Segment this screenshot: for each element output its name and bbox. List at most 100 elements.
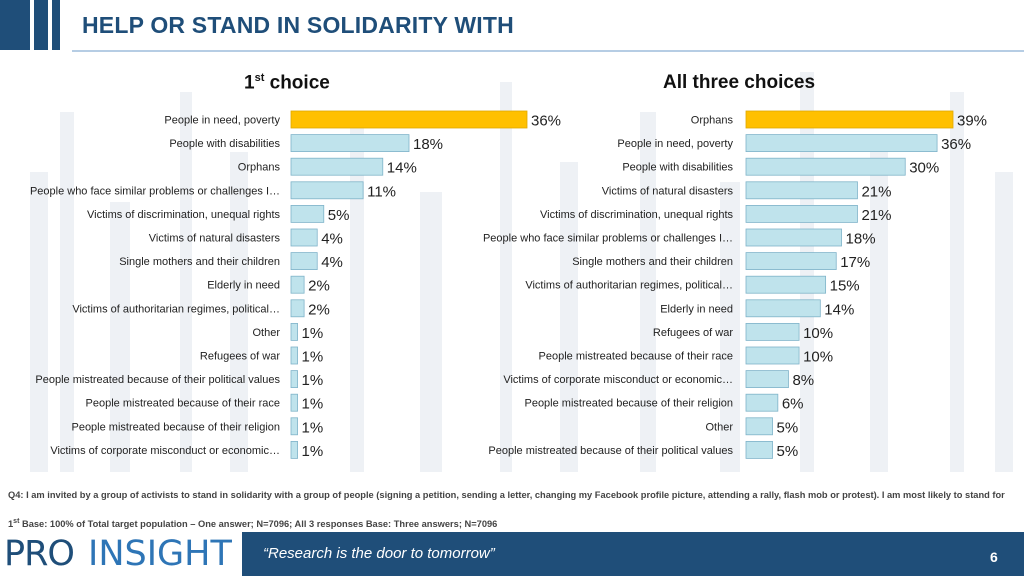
- category-label: Victims of authoritarian regimes, politi…: [525, 280, 733, 292]
- bar: [290, 181, 364, 200]
- category-label: People with disabilities: [622, 162, 733, 174]
- category-label: People in need, poverty: [617, 138, 733, 150]
- category-label: Refugees of war: [200, 351, 280, 363]
- bar: [745, 440, 773, 459]
- value-label: 1%: [302, 396, 324, 413]
- bar: [290, 110, 528, 129]
- value-label: 6%: [782, 396, 804, 413]
- page-title: HELP OR STAND IN SOLIDARITY WITH: [82, 12, 514, 38]
- value-label: 5%: [777, 443, 799, 460]
- value-label: 36%: [531, 113, 561, 130]
- bar: [290, 252, 318, 271]
- bar: [745, 228, 842, 247]
- value-label: 4%: [321, 254, 343, 271]
- background-skyline-decoration: [30, 72, 1013, 472]
- category-label: Victims of discrimination, unequal right…: [87, 209, 280, 221]
- value-label: 17%: [840, 254, 870, 271]
- first-choice-chart: People in need, poverty 36% People with di…: [30, 110, 561, 460]
- value-label: 1%: [302, 349, 324, 366]
- header-block: [0, 0, 30, 50]
- bar: [745, 346, 800, 365]
- value-label: 18%: [846, 231, 876, 248]
- page-number: 6: [990, 549, 998, 565]
- category-label: People with disabilities: [169, 138, 280, 150]
- category-label: People mistreated because of their polit…: [35, 374, 280, 386]
- bar: [745, 299, 821, 318]
- value-label: 4%: [321, 231, 343, 248]
- value-label: 14%: [824, 301, 854, 318]
- value-label: 18%: [413, 136, 443, 153]
- value-label: 1%: [302, 372, 324, 389]
- bar: [745, 275, 827, 294]
- bar: [290, 134, 410, 152]
- proinsight-logo: PRO INSIGHT: [0, 532, 242, 576]
- category-label: Victims of corporate misconduct or econo…: [503, 374, 733, 386]
- all-choices-chart: Orphans 39% People in need, poverty 36% Peop…: [483, 110, 987, 460]
- base-note: 1st Base: 100% of Total target populatio…: [8, 518, 498, 530]
- value-label: 10%: [803, 325, 833, 342]
- bar: [290, 157, 384, 176]
- value-label: 1%: [302, 443, 324, 460]
- bar: [290, 417, 298, 436]
- bar: [745, 134, 938, 152]
- value-label: 10%: [803, 349, 833, 366]
- bar: [745, 110, 954, 129]
- category-label: Single mothers and their children: [572, 256, 733, 268]
- category-label: People who face similar problems or chal…: [30, 185, 280, 197]
- category-label: People mistreated because of their race: [539, 351, 733, 363]
- bar: [290, 370, 298, 389]
- category-label: Victims of natural disasters: [149, 233, 281, 245]
- bar-charts: People in need, poverty 36% People with di…: [30, 110, 987, 460]
- bar: [745, 181, 858, 200]
- bar: [745, 417, 773, 436]
- value-label: 1%: [302, 325, 324, 342]
- value-label: 39%: [957, 113, 987, 130]
- category-label: Other: [705, 421, 733, 433]
- category-label: People mistreated because of their polit…: [488, 445, 733, 457]
- logo-text-pro: PRO: [4, 534, 75, 574]
- bar: [745, 370, 789, 389]
- category-label: Single mothers and their children: [119, 256, 280, 268]
- category-label: Victims of authoritarian regimes, politi…: [72, 303, 280, 315]
- category-label: People in need, poverty: [164, 115, 280, 127]
- category-label: Victims of corporate misconduct or econo…: [50, 445, 280, 457]
- header-block: [34, 0, 48, 50]
- header-decoration: [0, 0, 60, 50]
- value-label: 8%: [792, 372, 814, 389]
- category-label: Orphans: [238, 162, 281, 174]
- chart-title-first-choice: 1st choice: [244, 72, 330, 94]
- header-block: [52, 0, 60, 50]
- question-note: Q4: I am invited by a group of activists…: [8, 490, 1005, 500]
- category-label: Victims of discrimination, unequal right…: [540, 209, 733, 221]
- bar: [745, 157, 906, 176]
- category-label: Other: [252, 327, 280, 339]
- logo-text-insight: INSIGHT: [88, 534, 232, 574]
- category-label: Victims of natural disasters: [602, 185, 734, 197]
- footer-bar: [242, 532, 1024, 576]
- value-label: 2%: [308, 278, 330, 295]
- bar: [290, 275, 305, 294]
- value-label: 21%: [861, 207, 891, 224]
- value-label: 1%: [302, 419, 324, 436]
- bar: [745, 322, 800, 341]
- value-label: 5%: [777, 419, 799, 436]
- bar: [290, 440, 298, 459]
- header-divider: [72, 50, 1024, 52]
- category-label: Elderly in need: [207, 280, 280, 292]
- category-label: Elderly in need: [660, 303, 733, 315]
- category-label: People who face similar problems or chal…: [483, 233, 733, 245]
- value-label: 2%: [308, 301, 330, 318]
- value-label: 5%: [328, 207, 350, 224]
- category-label: People mistreated because of their race: [86, 398, 280, 410]
- bar: [290, 228, 318, 247]
- value-label: 36%: [941, 136, 971, 153]
- value-label: 15%: [830, 278, 860, 295]
- bar: [290, 393, 298, 412]
- footer-tagline: “Research is the door to tomorrow”: [263, 545, 495, 562]
- bar: [290, 346, 298, 365]
- category-label: Refugees of war: [653, 327, 733, 339]
- bar: [745, 205, 858, 223]
- bar: [745, 393, 779, 412]
- bar: [290, 205, 325, 223]
- value-label: 21%: [861, 183, 891, 200]
